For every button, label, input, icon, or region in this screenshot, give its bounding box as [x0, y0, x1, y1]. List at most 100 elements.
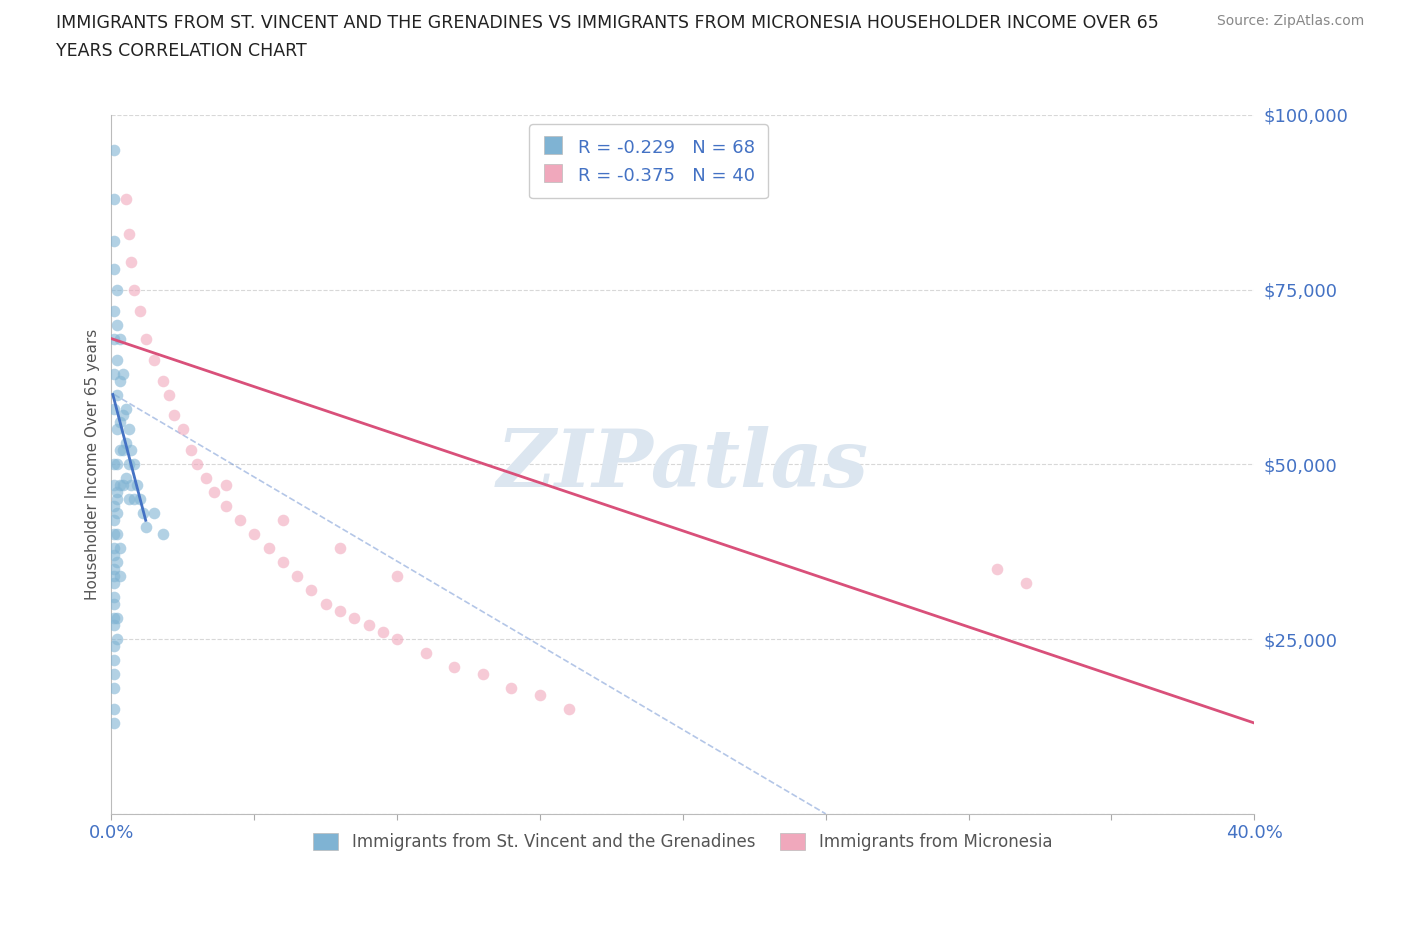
- Y-axis label: Householder Income Over 65 years: Householder Income Over 65 years: [86, 329, 100, 600]
- Point: [103, 331, 125, 346]
- Point: [129, 492, 152, 507]
- Point: [122, 283, 145, 298]
- Point: [132, 506, 155, 521]
- Point: [122, 457, 145, 472]
- Point: [103, 541, 125, 556]
- Point: [105, 506, 128, 521]
- Text: YEARS CORRELATION CHART: YEARS CORRELATION CHART: [56, 42, 307, 60]
- Point: [152, 373, 174, 388]
- Point: [105, 317, 128, 332]
- Point: [117, 492, 139, 507]
- Point: [257, 541, 280, 556]
- Point: [111, 408, 134, 423]
- Point: [143, 506, 166, 521]
- Point: [215, 498, 238, 513]
- Point: [271, 555, 294, 570]
- Point: [105, 422, 128, 437]
- Point: [117, 226, 139, 241]
- Point: [103, 401, 125, 416]
- Point: [329, 541, 352, 556]
- Text: Source: ZipAtlas.com: Source: ZipAtlas.com: [1216, 14, 1364, 28]
- Point: [103, 366, 125, 381]
- Point: [117, 457, 139, 472]
- Point: [105, 492, 128, 507]
- Point: [108, 478, 131, 493]
- Point: [103, 639, 125, 654]
- Point: [105, 387, 128, 402]
- Point: [120, 443, 142, 458]
- Point: [103, 569, 125, 584]
- Point: [120, 478, 142, 493]
- Point: [172, 422, 194, 437]
- Point: [315, 597, 337, 612]
- Point: [243, 527, 266, 542]
- Point: [135, 520, 157, 535]
- Point: [111, 366, 134, 381]
- Point: [103, 667, 125, 682]
- Point: [108, 541, 131, 556]
- Point: [105, 283, 128, 298]
- Point: [117, 422, 139, 437]
- Point: [103, 653, 125, 668]
- Point: [103, 576, 125, 591]
- Point: [443, 659, 465, 674]
- Point: [105, 555, 128, 570]
- Point: [103, 457, 125, 472]
- Point: [152, 527, 174, 542]
- Point: [114, 192, 136, 206]
- Point: [371, 625, 394, 640]
- Point: [103, 715, 125, 730]
- Point: [105, 631, 128, 646]
- Point: [108, 569, 131, 584]
- Point: [229, 512, 252, 527]
- Point: [103, 233, 125, 248]
- Point: [529, 687, 551, 702]
- Point: [299, 583, 322, 598]
- Point: [108, 331, 131, 346]
- Point: [129, 303, 152, 318]
- Point: [105, 352, 128, 367]
- Point: [103, 681, 125, 696]
- Point: [180, 443, 202, 458]
- Point: [103, 192, 125, 206]
- Point: [120, 254, 142, 269]
- Point: [103, 618, 125, 632]
- Point: [385, 569, 408, 584]
- Point: [105, 527, 128, 542]
- Point: [103, 562, 125, 577]
- Point: [103, 261, 125, 276]
- Point: [103, 597, 125, 612]
- Point: [103, 142, 125, 157]
- Point: [108, 415, 131, 430]
- Point: [385, 631, 408, 646]
- Point: [122, 492, 145, 507]
- Point: [108, 373, 131, 388]
- Point: [103, 590, 125, 604]
- Point: [343, 611, 366, 626]
- Point: [103, 478, 125, 493]
- Point: [114, 471, 136, 485]
- Point: [103, 512, 125, 527]
- Point: [471, 667, 494, 682]
- Point: [103, 303, 125, 318]
- Point: [105, 457, 128, 472]
- Point: [415, 645, 437, 660]
- Point: [271, 512, 294, 527]
- Point: [111, 443, 134, 458]
- Point: [1014, 576, 1036, 591]
- Point: [114, 401, 136, 416]
- Point: [215, 478, 238, 493]
- Point: [285, 569, 308, 584]
- Point: [103, 498, 125, 513]
- Point: [186, 457, 208, 472]
- Point: [501, 681, 523, 696]
- Text: IMMIGRANTS FROM ST. VINCENT AND THE GRENADINES VS IMMIGRANTS FROM MICRONESIA HOU: IMMIGRANTS FROM ST. VINCENT AND THE GREN…: [56, 14, 1159, 32]
- Point: [143, 352, 166, 367]
- Point: [202, 485, 225, 499]
- Point: [108, 443, 131, 458]
- Point: [114, 436, 136, 451]
- Point: [127, 478, 149, 493]
- Point: [103, 527, 125, 542]
- Point: [194, 471, 217, 485]
- Point: [357, 618, 380, 632]
